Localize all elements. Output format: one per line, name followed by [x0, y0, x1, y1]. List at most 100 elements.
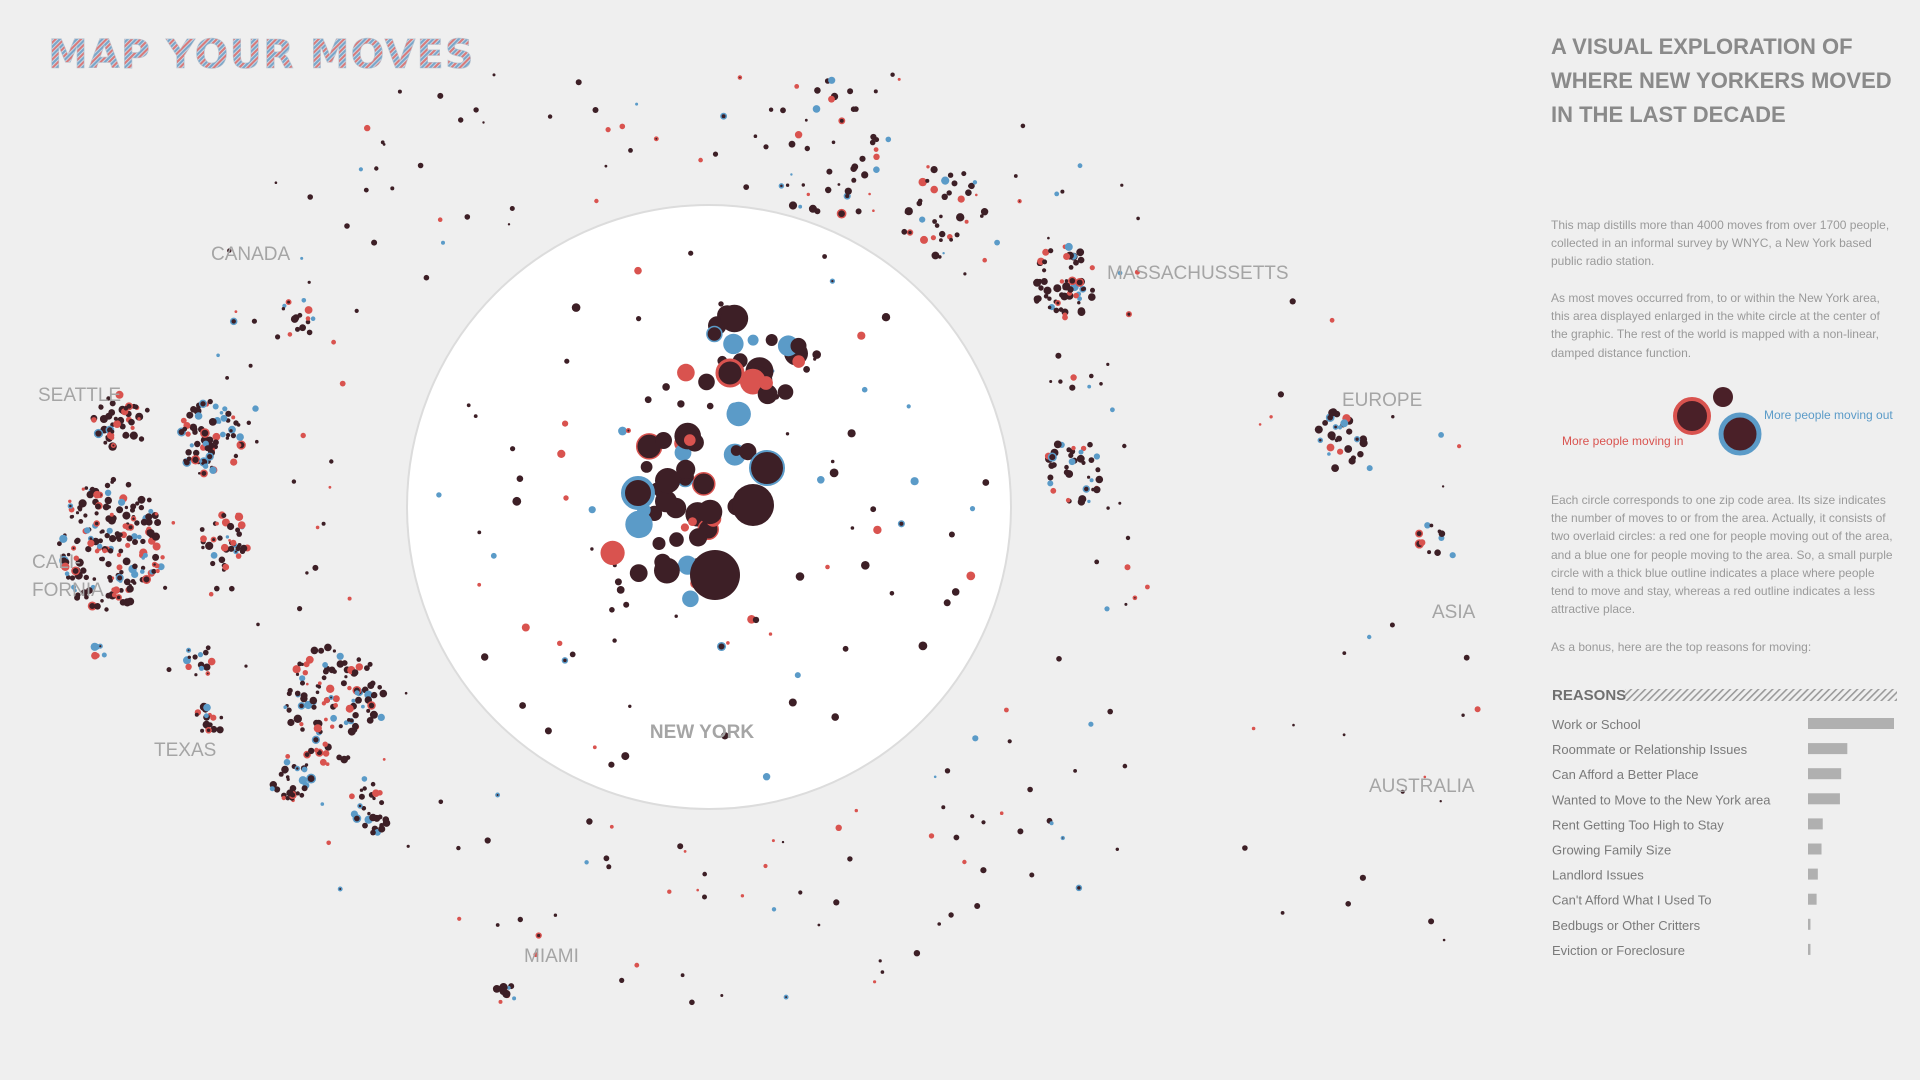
map-dot	[836, 208, 847, 219]
map-dot	[210, 536, 217, 543]
map-dot	[968, 183, 973, 189]
map-dot	[119, 423, 126, 430]
map-dot	[625, 428, 631, 434]
map-dot	[229, 317, 238, 326]
map-dot	[783, 994, 789, 1000]
map-dot	[300, 432, 306, 439]
map-dot	[301, 766, 308, 773]
map-dot	[131, 570, 139, 579]
map-dot	[367, 682, 375, 689]
map-dot	[1062, 312, 1068, 318]
map-dot	[829, 278, 836, 284]
map-dot	[941, 805, 946, 810]
map-dot	[397, 89, 402, 94]
map-dot	[600, 540, 625, 566]
map-dot	[698, 373, 715, 391]
map-dot	[212, 432, 221, 441]
map-dot	[677, 363, 695, 382]
map-dot	[66, 575, 71, 580]
map-dot	[982, 479, 990, 486]
map-dot	[244, 664, 248, 668]
map-dot	[299, 792, 305, 798]
map-dot	[194, 673, 198, 677]
map-dot	[484, 837, 491, 844]
map-dot	[367, 661, 373, 667]
map-dot	[252, 405, 259, 412]
map-dot	[104, 489, 112, 496]
map-dot	[509, 206, 515, 211]
map-dot	[308, 747, 315, 755]
map-dot	[222, 563, 230, 571]
map-dot	[236, 443, 242, 448]
map-dot	[305, 571, 309, 575]
paragraph: As most moves occurred from, to or withi…	[1551, 291, 1880, 360]
reason-label: Eviction or Foreclosure	[1552, 943, 1685, 958]
map-dot	[201, 545, 205, 550]
map-dot	[1047, 296, 1052, 301]
map-dot	[1049, 821, 1054, 826]
map-dot	[237, 543, 242, 547]
map-dot	[1104, 606, 1110, 612]
map-dot	[495, 923, 500, 927]
map-dot	[319, 758, 327, 766]
map-dot	[730, 445, 742, 456]
map-dot	[931, 251, 940, 260]
map-dot	[301, 785, 308, 792]
map-dot	[919, 216, 926, 223]
map-dot	[718, 301, 724, 307]
map-dot	[228, 539, 232, 542]
paragraph: This map distills more than 4000 moves f…	[1551, 218, 1890, 269]
map-dot	[798, 204, 803, 209]
map-dot	[119, 570, 124, 575]
map-dot	[847, 88, 854, 95]
map-dot	[1334, 438, 1339, 443]
map-dot	[737, 75, 743, 80]
map-dot	[1076, 454, 1085, 463]
map-dot	[227, 522, 235, 531]
map-dot	[382, 816, 390, 823]
map-dot	[343, 720, 349, 726]
map-dot	[115, 573, 124, 582]
map-dot	[506, 986, 511, 990]
map-dot	[248, 363, 253, 368]
map-dot	[109, 535, 117, 543]
map-dot	[920, 235, 928, 244]
map-dot	[937, 922, 941, 926]
map-dot	[822, 254, 827, 259]
map-dot	[897, 520, 905, 528]
map-dot	[142, 552, 148, 558]
map-dot	[1438, 432, 1444, 438]
map-dot	[1345, 901, 1351, 907]
map-dot	[220, 543, 229, 552]
map-dot	[69, 575, 76, 581]
map-dot	[1329, 317, 1335, 323]
map-dot	[100, 556, 105, 562]
map-dot	[1122, 443, 1127, 449]
map-dot	[1087, 499, 1091, 504]
map-dot	[113, 416, 118, 421]
map-dot	[743, 184, 750, 191]
map-dot	[309, 696, 318, 705]
map-dot	[84, 486, 89, 490]
map-dot	[225, 535, 230, 539]
map-dot	[118, 588, 124, 593]
map-dot	[366, 717, 374, 724]
reason-bar	[1808, 843, 1822, 855]
map-dot	[458, 117, 464, 123]
map-dot	[332, 669, 337, 674]
map-dot	[125, 542, 131, 548]
map-dot	[918, 641, 928, 651]
map-dot	[71, 566, 81, 576]
map-dot	[351, 698, 356, 703]
map-dot	[98, 404, 103, 409]
map-dot	[362, 822, 368, 829]
map-dot	[1004, 707, 1009, 713]
map-dot	[406, 844, 410, 848]
map-dot	[688, 517, 697, 526]
map-dot	[1054, 300, 1061, 306]
map-dot	[220, 414, 228, 422]
map-dot	[586, 818, 593, 825]
map-dot	[636, 316, 642, 322]
map-dot	[322, 741, 328, 747]
map-dot	[980, 208, 989, 216]
